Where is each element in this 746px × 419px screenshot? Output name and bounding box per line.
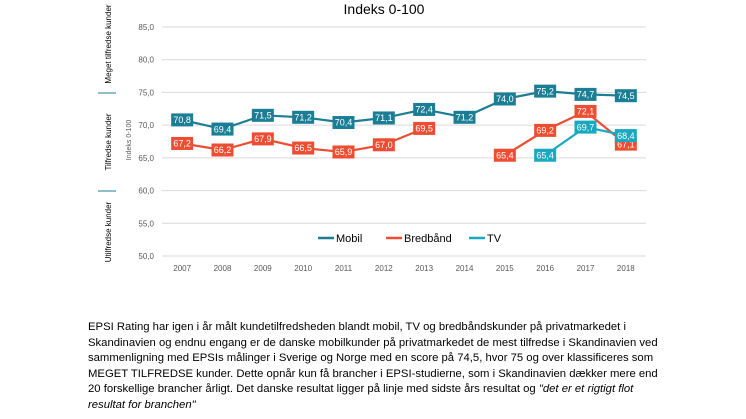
data-label-box: [251, 108, 274, 122]
data-label-box: [453, 110, 476, 124]
x-tick-labels: 2007 2008 2009 2010 2011 2012 2013 2014 2015 2016…: [173, 264, 635, 273]
legend-entry: TV: [487, 233, 502, 245]
data-label: 67,2: [173, 139, 191, 149]
data-label: 65,4: [536, 150, 554, 160]
body-paragraph: EPSI Rating har igen i år målt kundetilf…: [88, 320, 668, 414]
data-label: 67,0: [375, 140, 393, 150]
x-tick-label: 2008: [214, 264, 232, 273]
gridlines: [162, 26, 646, 257]
data-label: 71,1: [375, 113, 393, 123]
data-label: 71,5: [254, 111, 272, 121]
data-label-box: [574, 120, 597, 134]
data-label-box: [372, 111, 395, 125]
data-label: 71,2: [456, 112, 474, 122]
legend: Mobil Bredbånd TV: [318, 233, 502, 245]
x-tick-label: 2015: [496, 264, 514, 273]
x-tick-label: 2011: [335, 264, 353, 273]
body-text-main: EPSI Rating har igen i år målt kundetilf…: [88, 321, 658, 396]
series-line-1: [504, 110, 627, 157]
data-label-box: [251, 132, 274, 146]
data-label: 75,2: [536, 86, 554, 96]
x-tick-label: 2018: [617, 264, 635, 273]
data-label-box: [574, 87, 597, 101]
data-label-box: [292, 110, 315, 124]
y-tick-label: 75,0: [138, 88, 154, 97]
y-axis-label: Indeks 0-100: [126, 120, 133, 161]
data-label: 72,1: [577, 107, 595, 117]
data-label: 69,5: [415, 124, 433, 134]
y-tick-label: 60,0: [138, 187, 154, 196]
data-labels: 70,8 69,4 71,5 71,2 70,4 71,1 72,4 71,2 74,0 75,2…: [171, 84, 637, 162]
data-label-box: [332, 145, 355, 159]
y-tick-label: 85,0: [138, 23, 154, 32]
band-separators: [98, 92, 116, 192]
data-label-box: [493, 92, 516, 106]
data-label-box: [614, 89, 637, 103]
data-label: 70,4: [335, 118, 353, 128]
data-label-box: [171, 136, 194, 150]
x-tick-label: 2007: [173, 264, 191, 273]
data-label: 69,4: [214, 124, 232, 134]
data-label-box: [534, 84, 557, 98]
chart-title: Indeks 0-100: [344, 1, 425, 17]
data-label-box: [372, 138, 395, 152]
data-label: 70,8: [173, 115, 191, 125]
data-label-box: [534, 123, 557, 137]
body-text-quote: "det er et rigtigt flot resultat for bra…: [88, 383, 634, 411]
x-tick-label: 2010: [294, 264, 312, 273]
y-tick-labels: 50,0 55,0 60,0 65,0 70,0 75,0 80,0 85,0: [138, 23, 154, 261]
data-label-box: [211, 122, 234, 136]
data-label: 66,2: [214, 145, 232, 155]
data-label: 66,5: [294, 143, 312, 153]
data-label-box: [413, 121, 436, 135]
data-label-box: [292, 141, 315, 155]
band-label-unsatisfied: Utilfredse kunder: [104, 201, 113, 262]
x-tick-label: 2009: [254, 264, 272, 273]
legend-entry: Mobil: [336, 233, 362, 245]
data-label: 67,1: [617, 139, 635, 149]
x-tick-label: 2012: [375, 264, 393, 273]
data-label: 67,9: [254, 134, 272, 144]
data-label-box: [211, 143, 234, 157]
x-tick-label: 2016: [536, 264, 554, 273]
data-label: 65,4: [496, 150, 514, 160]
y-tick-label: 55,0: [138, 219, 154, 228]
data-label: 71,2: [294, 112, 312, 122]
data-label-box: [413, 102, 436, 116]
series-lines: [181, 90, 627, 157]
x-tick-label: 2014: [456, 264, 474, 273]
band-label-very-satisfied: Meget tilfredse kunder: [104, 4, 113, 83]
data-label-box: [171, 113, 194, 127]
data-label: 72,4: [415, 105, 433, 115]
data-label: 65,9: [335, 147, 353, 157]
y-tick-label: 80,0: [138, 56, 154, 65]
data-label: 68,4: [617, 131, 635, 141]
y-tick-label: 50,0: [138, 252, 154, 261]
y-tick-label: 65,0: [138, 154, 154, 163]
chart: Indeks 0-100 Meget tilfredse kunder Tilf…: [98, 1, 646, 273]
data-label: 74,5: [617, 91, 635, 101]
data-label-box: [574, 104, 597, 118]
band-label-satisfied: Tilfredse kunder: [104, 113, 113, 170]
x-tick-label: 2017: [577, 264, 595, 273]
data-label-box: [493, 148, 516, 162]
data-label-box: [332, 116, 355, 130]
data-label: 69,2: [536, 126, 554, 136]
y-tick-label: 70,0: [138, 121, 154, 130]
data-label: 74,7: [577, 90, 595, 100]
data-label-box: [614, 129, 637, 143]
legend-entry: Bredbånd: [404, 233, 452, 245]
data-label-box: [534, 148, 557, 162]
data-label: 74,0: [496, 94, 514, 104]
x-tick-label: 2013: [415, 264, 433, 273]
data-label: 69,7: [577, 122, 595, 132]
